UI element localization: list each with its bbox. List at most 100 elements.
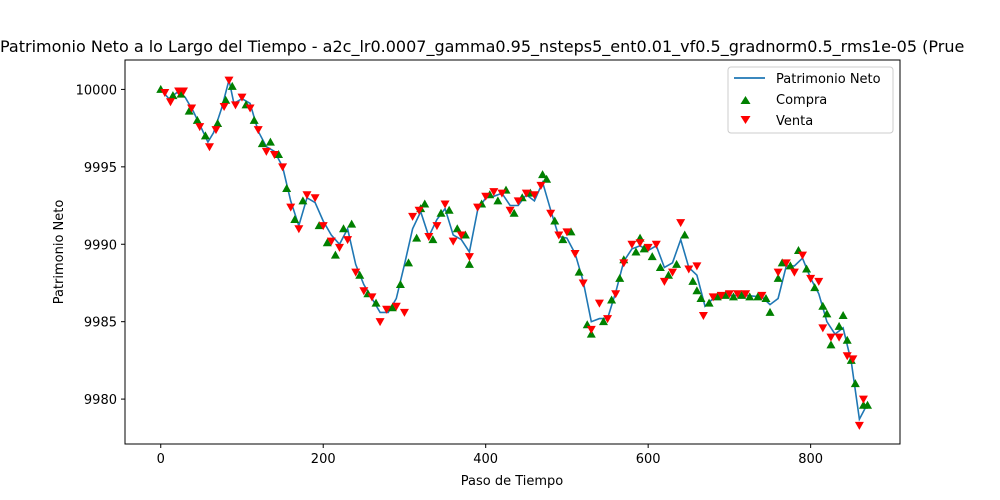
sell-marker-4 [187, 104, 197, 113]
buy-marker-65 [692, 286, 702, 295]
buy-marker-35 [460, 230, 470, 239]
sell-marker-30 [391, 302, 401, 311]
sell-marker-87 [858, 395, 868, 404]
sell-marker-23 [334, 243, 344, 252]
sell-marker-37 [448, 237, 458, 246]
buy-marker-62 [672, 259, 682, 268]
buy-marker-6 [213, 118, 223, 127]
legend-buy-marker [740, 96, 751, 104]
buy-marker-54 [615, 273, 625, 282]
sell-marker-41 [481, 192, 491, 201]
buy-marker-81 [810, 283, 820, 292]
y-tick-label-9985: 9985 [84, 316, 117, 331]
x-tick-label-0: 0 [157, 452, 165, 467]
buy-marker-63 [680, 230, 690, 239]
buy-marker-21 [347, 219, 357, 228]
chart-title: Patrimonio Neto a lo Largo del Tiempo - … [0, 37, 964, 57]
buy-marker-74 [761, 293, 771, 302]
buy-marker-70 [728, 292, 738, 301]
sell-marker-29 [382, 305, 392, 314]
sell-marker-7 [211, 126, 221, 135]
sell-marker-83 [834, 333, 844, 342]
sell-marker-38 [456, 231, 466, 240]
buy-marker-15 [290, 214, 300, 223]
sell-marker-59 [627, 240, 637, 249]
buy-marker-60 [655, 262, 665, 271]
buy-marker-22 [355, 270, 365, 279]
buy-marker-71 [737, 290, 747, 299]
x-axis: 0 200 400 600 800 [157, 444, 823, 467]
sell-marker-42 [489, 188, 499, 197]
sell-marker-77 [789, 268, 799, 277]
sell-marker-78 [798, 251, 808, 260]
legend-label-buy: Compra [776, 93, 827, 108]
sell-marker-47 [529, 191, 539, 200]
sell-marker-63 [659, 277, 669, 286]
sell-marker-81 [818, 324, 828, 333]
sell-marker-79 [806, 274, 816, 283]
sell-marker-3 [178, 87, 188, 96]
buy-marker-18 [322, 238, 332, 247]
buy-marker-12 [265, 137, 275, 146]
legend-box [727, 66, 894, 134]
y-tick-label-10000: 10000 [76, 83, 117, 98]
buy-marker-91 [863, 400, 873, 409]
buy-marker-52 [598, 317, 608, 326]
sell-marker-53 [578, 279, 588, 288]
x-axis-label: Paso de Tiempo [461, 474, 564, 489]
buy-marker-86 [838, 310, 848, 319]
buy-marker-16 [298, 196, 308, 205]
plot-area [156, 76, 873, 430]
buy-marker-28 [412, 233, 422, 242]
sell-marker-10 [230, 101, 240, 110]
sell-marker-24 [343, 236, 353, 245]
buy-marker-78 [785, 261, 795, 270]
x-tick-label-800: 800 [798, 452, 823, 467]
sell-marker-80 [814, 277, 824, 286]
x-tick-label-600: 600 [636, 452, 661, 467]
buy-marker-73 [753, 292, 763, 301]
sell-marker-1 [165, 98, 175, 107]
sell-marker-85 [848, 355, 858, 364]
sell-marker-76 [781, 259, 791, 268]
buy-marker-8 [227, 81, 237, 90]
buy-marker-33 [444, 205, 454, 214]
buy-marker-87 [842, 335, 852, 344]
buy-marker-32 [436, 208, 446, 217]
buy-marker-58 [639, 244, 649, 253]
sell-marker-69 [708, 293, 718, 302]
sell-marker-51 [562, 228, 572, 237]
sell-marker-68 [698, 311, 708, 320]
buy-marker-3 [184, 106, 194, 115]
sell-marker-20 [310, 194, 320, 203]
buy-marker-27 [404, 258, 414, 267]
buy-marker-11 [257, 139, 267, 148]
sell-marker-40 [473, 203, 483, 212]
sell-marker-58 [619, 259, 629, 268]
buy-marker-26 [395, 280, 405, 289]
buy-marker-10 [249, 115, 259, 124]
sell-marker-6 [204, 143, 214, 152]
sell-marker-18 [294, 225, 304, 234]
sell-marker-65 [676, 219, 686, 228]
sell-marker-32 [408, 212, 418, 221]
buy-marker-34 [452, 224, 462, 233]
y-axis-label: Patrimonio Neto [52, 200, 67, 305]
buy-marker-30 [420, 199, 430, 208]
buy-marker-25 [387, 303, 397, 312]
sell-marker-14 [261, 147, 271, 156]
sell-marker-39 [464, 253, 474, 262]
buy-marker-17 [314, 221, 324, 230]
buy-marker-31 [428, 235, 438, 244]
sell-marker-19 [302, 191, 312, 200]
sell-marker-45 [513, 197, 523, 206]
sell-marker-11 [237, 93, 247, 102]
sell-marker-82 [826, 333, 836, 342]
buy-marker-53 [607, 295, 617, 304]
sell-marker-64 [668, 268, 678, 277]
x-tick-label-400: 400 [473, 452, 498, 467]
sell-marker-21 [318, 222, 328, 231]
buy-marker-76 [773, 273, 783, 282]
x-tick-label-200: 200 [311, 452, 336, 467]
buy-marker-5 [200, 131, 210, 140]
